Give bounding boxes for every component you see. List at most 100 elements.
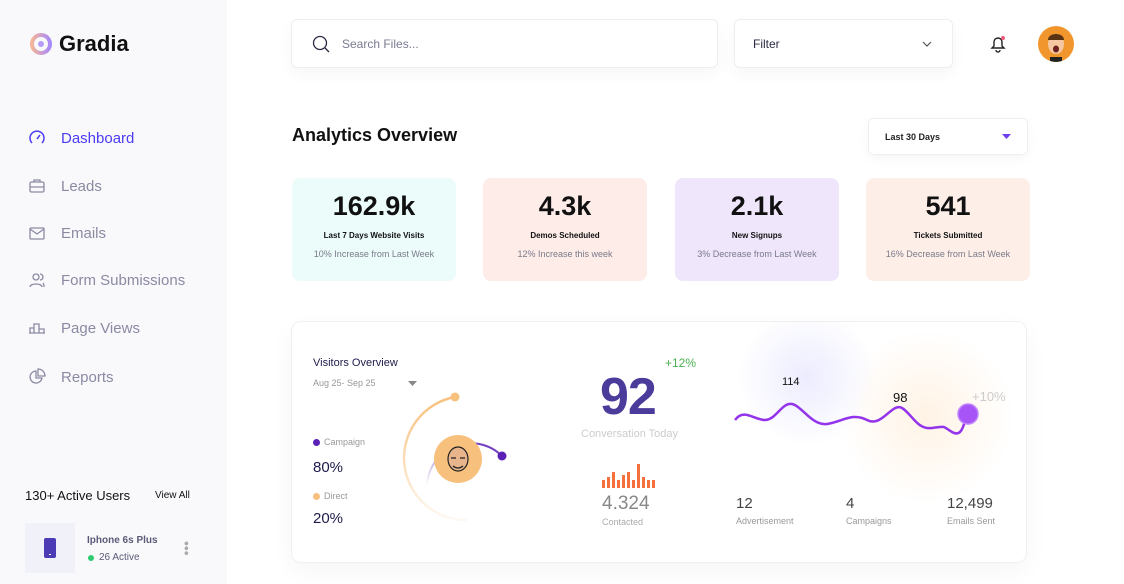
- contacted-bar: [612, 472, 615, 488]
- date-range-label: Last 30 Days: [885, 131, 941, 142]
- legend-dot-icon: [313, 492, 320, 500]
- avatar-face-icon: [1048, 34, 1064, 62]
- legend-dot-icon: [313, 438, 320, 446]
- date-range-dropdown[interactable]: Last 30 Days: [868, 118, 1028, 155]
- card-label: Demos Scheduled: [530, 231, 600, 240]
- sidebar-item-dashboard[interactable]: Dashboard: [28, 129, 134, 147]
- users-icon: [29, 273, 45, 288]
- sidebar-item-emails[interactable]: Emails: [28, 224, 106, 242]
- legend-label: Campaign: [324, 437, 366, 447]
- sidebar-item-reports[interactable]: Reports: [28, 368, 114, 386]
- stat-card-signups[interactable]: 2.1k New Signups 3% Decrease from Last W…: [675, 178, 839, 281]
- trend-path: [734, 402, 969, 435]
- stat-label: Campaigns: [846, 516, 892, 526]
- conversation-label: Conversation Today: [581, 428, 679, 440]
- filter-label: Filter: [753, 36, 780, 51]
- caret-down-icon: [1002, 134, 1011, 139]
- glow: [832, 322, 1022, 512]
- trend-change: +10%: [972, 389, 1006, 404]
- contacted-value: 4.324: [602, 493, 650, 514]
- contacted-bar: [627, 472, 630, 488]
- card-value: 4.3k: [538, 191, 592, 221]
- glow: [732, 322, 882, 452]
- stat-card-demos[interactable]: 4.3k Demos Scheduled 12% Increase this w…: [483, 178, 647, 281]
- stat-label: Advertisement: [736, 516, 794, 526]
- peak-label: 114: [782, 376, 800, 388]
- conversation-change: +12%: [665, 356, 697, 370]
- mail-icon: [29, 227, 45, 240]
- campaign-value: 80%: [313, 459, 344, 476]
- sidebar-item-page-views[interactable]: Page Views: [28, 319, 140, 337]
- bar-icon: [29, 323, 45, 334]
- legend-direct: Direct: [313, 491, 348, 501]
- chevron-down-icon: [922, 41, 932, 47]
- device-status: 26 Active: [88, 552, 140, 563]
- legend-label: Direct: [324, 491, 348, 501]
- device-thumb: [25, 523, 75, 573]
- trend-end-point[interactable]: [957, 403, 979, 425]
- contacted-bar: [622, 475, 625, 488]
- card-sub: 12% Increase this week: [517, 249, 613, 259]
- sidebar-item-form-submissions[interactable]: Form Submissions: [28, 271, 185, 289]
- notification-button[interactable]: [988, 34, 1008, 59]
- stat-label: Emails Sent: [947, 516, 996, 526]
- bell-icon: [990, 36, 1006, 53]
- search-input[interactable]: [342, 36, 642, 51]
- logo[interactable]: Gradia: [29, 31, 129, 57]
- card-value: 541: [925, 191, 971, 221]
- stat-card-tickets[interactable]: 541 Tickets Submitted 16% Decrease from …: [866, 178, 1030, 281]
- nav-label: Reports: [61, 368, 114, 386]
- search-box[interactable]: [291, 19, 718, 68]
- nav-label: Leads: [61, 177, 102, 195]
- range-caret-icon[interactable]: [408, 381, 417, 386]
- card-label: Tickets Submitted: [913, 231, 983, 240]
- contacted-label: Contacted: [602, 517, 644, 527]
- sidebar-item-leads[interactable]: Leads: [28, 177, 102, 195]
- radial-chart: [402, 392, 507, 522]
- card-label: Last 7 Days Website Visits: [323, 231, 425, 240]
- conversation-value: 92: [600, 368, 657, 426]
- device-name: Iphone 6s Plus: [87, 535, 158, 546]
- campaign-arc-handle: [497, 451, 507, 461]
- visitors-range: Aug 25- Sep 25: [313, 378, 376, 388]
- filter-dropdown[interactable]: Filter: [734, 19, 953, 68]
- card-sub: 16% Decrease from Last Week: [885, 249, 1011, 259]
- nav-label: Dashboard: [61, 129, 135, 147]
- gauge-icon: [29, 130, 45, 144]
- contacted-bar: [632, 480, 635, 488]
- stat-value: 12,499: [947, 495, 993, 512]
- stat-card-visits[interactable]: 162.9k Last 7 Days Website Visits 10% In…: [292, 178, 456, 281]
- nav-label: Form Submissions: [61, 271, 186, 289]
- contacted-bar: [602, 480, 605, 488]
- peak-label: 98: [893, 390, 908, 405]
- contacted-bar: [652, 480, 655, 488]
- logo-icon: [30, 33, 52, 55]
- status-dot-icon: [88, 554, 94, 561]
- contacted-bar: [642, 477, 645, 488]
- card-value: 162.9k: [332, 191, 416, 221]
- contacted-bar: [637, 464, 640, 488]
- direct-arc: [402, 395, 468, 522]
- contacted-bar: [607, 477, 610, 488]
- nav-label: Emails: [61, 224, 107, 242]
- search-icon: [312, 35, 330, 52]
- briefcase-icon: [29, 179, 45, 193]
- contacted-bars: [602, 464, 655, 488]
- page-title: Analytics Overview: [292, 125, 458, 145]
- legend-campaign: Campaign: [313, 437, 365, 447]
- more-options-icon[interactable]: •••: [179, 541, 195, 556]
- direct-arc-handle: [450, 392, 460, 402]
- phone-icon: [44, 538, 56, 558]
- stat-emails-sent: 12,499 Emails Sent: [947, 495, 995, 526]
- stat-value: 12: [736, 495, 753, 512]
- stat-value: 4: [846, 495, 855, 512]
- visitors-title: Visitors Overview: [313, 357, 398, 369]
- card-label: New Signups: [731, 231, 783, 240]
- nav-label: Page Views: [61, 319, 140, 337]
- user-avatar[interactable]: [1038, 26, 1074, 62]
- visitors-panel: Visitors Overview Aug 25- Sep 25 Campaig…: [291, 321, 1027, 563]
- view-all-link[interactable]: View All: [155, 490, 190, 501]
- pie-icon: [29, 368, 46, 384]
- device-status-text: 26 Active: [99, 552, 140, 563]
- active-users-title: 130+ Active Users: [25, 488, 131, 503]
